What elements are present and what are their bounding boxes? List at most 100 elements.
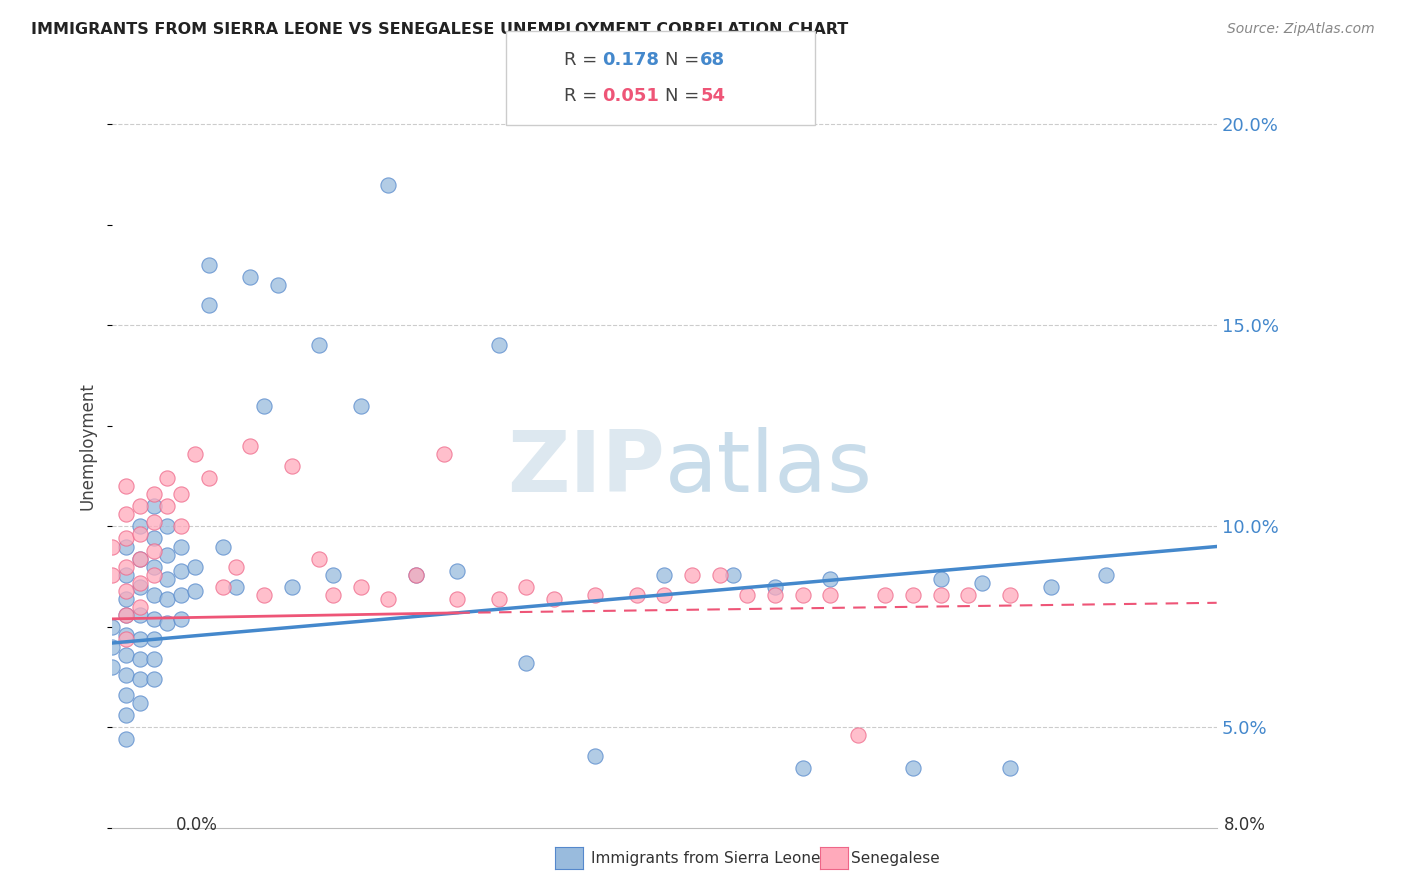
Point xyxy=(115,607,138,622)
Point xyxy=(142,500,165,514)
Point xyxy=(280,459,302,474)
Point xyxy=(142,612,165,626)
Text: 0.051: 0.051 xyxy=(602,87,658,104)
Point xyxy=(308,338,330,352)
Text: N =: N = xyxy=(665,87,704,104)
Point xyxy=(198,471,221,485)
Point xyxy=(792,588,814,602)
Point xyxy=(998,761,1021,775)
Point xyxy=(377,178,399,192)
Text: Immigrants from Sierra Leone: Immigrants from Sierra Leone xyxy=(591,851,820,865)
Point xyxy=(101,640,124,654)
Point xyxy=(142,632,165,646)
Point xyxy=(970,575,993,590)
Point xyxy=(115,708,138,723)
Point xyxy=(170,487,193,501)
Point xyxy=(239,439,262,453)
Point xyxy=(432,447,454,461)
Point xyxy=(253,399,276,413)
Point xyxy=(128,551,150,566)
Point xyxy=(846,729,869,743)
Point xyxy=(170,588,193,602)
Point xyxy=(128,575,150,590)
Point xyxy=(115,479,138,493)
Point xyxy=(350,399,373,413)
Point xyxy=(142,559,165,574)
Point xyxy=(198,298,221,312)
Point xyxy=(115,540,138,554)
Point xyxy=(142,487,165,501)
Point xyxy=(156,500,179,514)
Point xyxy=(128,500,150,514)
Point xyxy=(101,540,124,554)
Point xyxy=(142,516,165,530)
Point xyxy=(929,572,952,586)
Point xyxy=(142,543,165,558)
Point xyxy=(128,696,150,710)
Point xyxy=(115,732,138,747)
Point xyxy=(128,551,150,566)
Point xyxy=(875,588,897,602)
Point xyxy=(405,567,427,582)
Point xyxy=(654,567,676,582)
Point xyxy=(1095,567,1118,582)
Point xyxy=(128,599,150,614)
Text: IMMIGRANTS FROM SIERRA LEONE VS SENEGALESE UNEMPLOYMENT CORRELATION CHART: IMMIGRANTS FROM SIERRA LEONE VS SENEGALE… xyxy=(31,22,848,37)
Point xyxy=(1040,580,1063,594)
Point xyxy=(156,519,179,533)
Text: 68: 68 xyxy=(700,51,725,69)
Point xyxy=(115,508,138,522)
Point xyxy=(488,591,510,606)
Text: atlas: atlas xyxy=(665,427,873,510)
Point xyxy=(184,447,207,461)
Point xyxy=(128,632,150,646)
Point xyxy=(156,548,179,562)
Point xyxy=(170,519,193,533)
Point xyxy=(446,564,468,578)
Text: Senegalese: Senegalese xyxy=(851,851,939,865)
Point xyxy=(322,567,344,582)
Point xyxy=(115,591,138,606)
Point xyxy=(446,591,468,606)
Point xyxy=(211,540,233,554)
Point xyxy=(543,591,565,606)
Point xyxy=(763,580,786,594)
Text: N =: N = xyxy=(665,51,704,69)
Point xyxy=(225,580,247,594)
Point xyxy=(101,567,124,582)
Point xyxy=(211,580,233,594)
Point xyxy=(115,668,138,682)
Point xyxy=(253,588,276,602)
Point xyxy=(115,648,138,662)
Point xyxy=(377,591,399,606)
Point xyxy=(142,652,165,666)
Point xyxy=(115,607,138,622)
Y-axis label: Unemployment: Unemployment xyxy=(79,382,96,510)
Point xyxy=(115,583,138,598)
Point xyxy=(115,559,138,574)
Text: R =: R = xyxy=(564,87,603,104)
Text: Source: ZipAtlas.com: Source: ZipAtlas.com xyxy=(1227,22,1375,37)
Point xyxy=(156,471,179,485)
Text: ZIP: ZIP xyxy=(506,427,665,510)
Point xyxy=(515,656,537,670)
Point xyxy=(280,580,302,594)
Point xyxy=(115,628,138,642)
Point xyxy=(267,278,290,293)
Point xyxy=(128,580,150,594)
Point xyxy=(115,567,138,582)
Point xyxy=(957,588,980,602)
Point xyxy=(322,588,344,602)
Point xyxy=(792,761,814,775)
Point xyxy=(156,572,179,586)
Point xyxy=(763,588,786,602)
Point xyxy=(128,607,150,622)
Point xyxy=(488,338,510,352)
Point xyxy=(308,551,330,566)
Point xyxy=(583,748,606,763)
Point xyxy=(128,652,150,666)
Point xyxy=(142,672,165,686)
Point xyxy=(626,588,648,602)
Point xyxy=(405,567,427,582)
Point xyxy=(515,580,537,594)
